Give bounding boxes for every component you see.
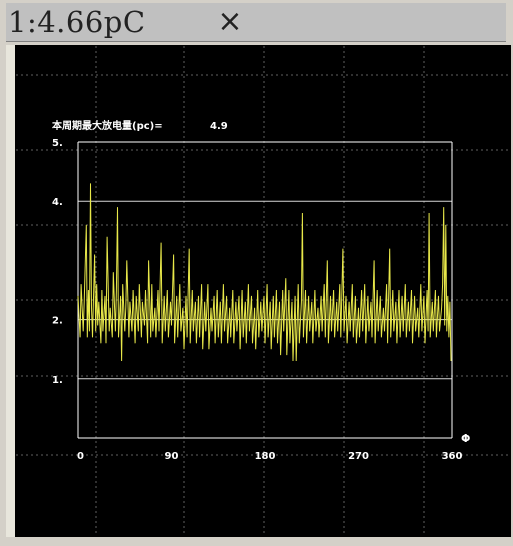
x-tick-label: 180: [255, 451, 276, 462]
x-tick-label: 360: [442, 451, 463, 462]
title-bar: 1:4.66pC ×: [6, 3, 506, 42]
y-tick-label: 4.: [52, 197, 63, 208]
grid: [16, 46, 510, 536]
y-tick-label: 1.: [52, 375, 63, 386]
y-tick-label: 5.: [52, 138, 63, 149]
x-tick-label: 270: [348, 451, 369, 462]
window-title: 1:4.66pC: [8, 5, 146, 39]
chart-title: 本周期最大放电量(pc)=: [52, 119, 163, 132]
x-tick-label: 90: [165, 451, 179, 462]
reference-lines: [78, 200, 452, 380]
x-axis-label: Φ: [461, 432, 470, 445]
close-icon[interactable]: ×: [217, 4, 243, 39]
series-line: [77, 183, 452, 362]
x-tick-label: 0: [77, 451, 84, 462]
axes: [77, 141, 453, 439]
series: [77, 183, 452, 362]
chart-title-value: 4.9: [210, 121, 228, 132]
left-border: [6, 45, 15, 537]
bottom-border: [6, 537, 511, 543]
labels: 本周期最大放电量(pc)= 4.9 Φ 1. 2. 4. 5. 0 90 180 270 360: [52, 119, 470, 462]
y-tick-label: 2.: [52, 316, 63, 327]
